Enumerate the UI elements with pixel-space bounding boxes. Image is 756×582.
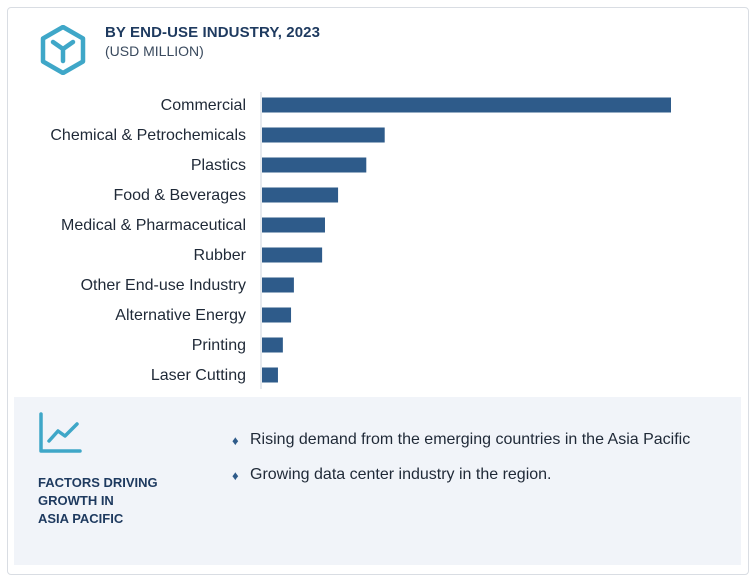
- factors-title-line: FACTORS DRIVING: [38, 475, 158, 490]
- bar: [262, 97, 671, 113]
- bullet-text: Growing data center industry in the regi…: [250, 466, 552, 483]
- category-label: Other End-use Industry: [81, 277, 246, 294]
- bullet-item: ♦ Rising demand from the emerging countr…: [232, 429, 690, 451]
- bar: [262, 187, 339, 203]
- bar: [262, 127, 385, 143]
- factors-title-line: ASIA PACIFIC: [38, 511, 124, 526]
- bar: [262, 307, 292, 323]
- factors-title-line: GROWTH IN: [38, 493, 114, 508]
- hexagon-y-logo-icon: [40, 25, 86, 75]
- category-label: Chemical & Petrochemicals: [50, 127, 246, 144]
- diamond-bullet-icon: ♦: [232, 432, 239, 448]
- category-label: Food & Beverages: [113, 187, 246, 204]
- chart-title: BY END-USE INDUSTRY, 2023: [105, 24, 321, 41]
- bar: [262, 277, 294, 293]
- bar-chart: Commercial Chemical & Petrochemicals Plast…: [50, 92, 671, 389]
- category-label: Plastics: [191, 157, 246, 174]
- bullet-text: Rising demand from the emerging countrie…: [250, 431, 691, 448]
- diamond-bullet-icon: ♦: [232, 467, 239, 483]
- category-label: Alternative Energy: [115, 307, 246, 324]
- bar: [262, 217, 325, 233]
- chart-subtitle: (USD MILLION): [105, 43, 204, 59]
- category-label: Medical & Pharmaceutical: [61, 217, 246, 234]
- line-chart-growth-icon: [39, 412, 82, 453]
- category-label: Printing: [192, 337, 246, 354]
- factors-bullet-list: ♦ Rising demand from the emerging countr…: [232, 429, 690, 499]
- category-label: Commercial: [161, 97, 246, 114]
- bar: [262, 337, 283, 353]
- category-label: Rubber: [194, 247, 247, 264]
- bar: [262, 247, 323, 263]
- bar: [262, 157, 367, 173]
- category-label: Laser Cutting: [151, 367, 246, 384]
- factors-panel: FACTORS DRIVING GROWTH IN ASIA PACIFIC ♦…: [14, 397, 741, 565]
- bullet-item: ♦ Growing data center industry in the re…: [232, 464, 690, 486]
- bar: [262, 367, 278, 383]
- factors-title: FACTORS DRIVING GROWTH IN ASIA PACIFIC: [38, 474, 208, 528]
